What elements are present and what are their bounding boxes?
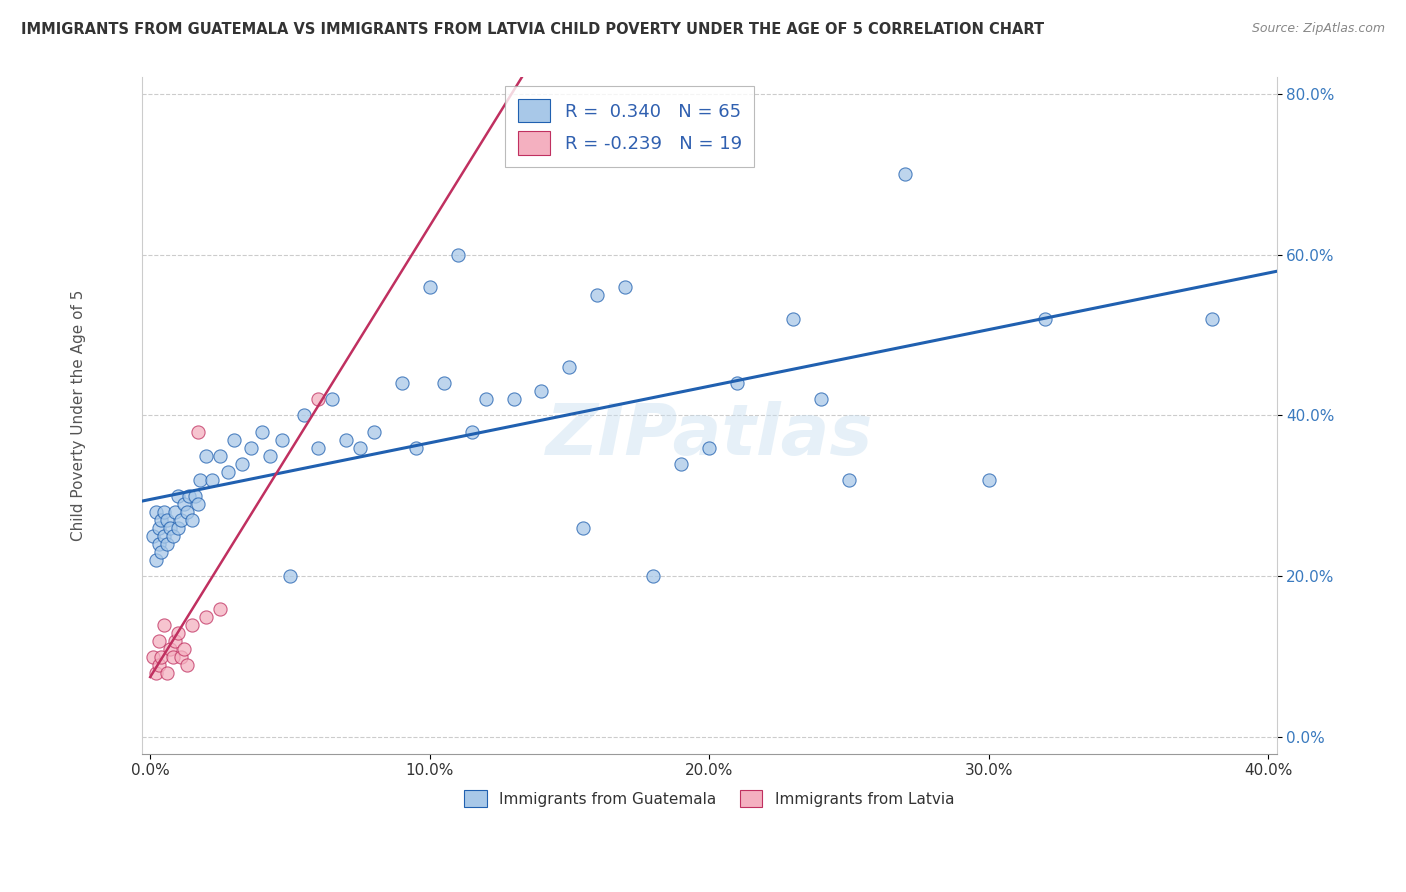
Point (153, 505, 176, 519)
Point (239, 441, 262, 455)
Point (217, 465, 239, 479)
Point (391, 376, 413, 391)
Point (165, 633, 187, 648)
Point (170, 649, 193, 664)
Point (697, 441, 720, 455)
Point (148, 633, 170, 648)
Point (349, 441, 371, 455)
Point (201, 473, 224, 487)
Point (335, 433, 357, 447)
Point (148, 657, 170, 672)
Point (156, 513, 179, 527)
Point (156, 537, 179, 551)
Point (150, 649, 173, 664)
Point (150, 545, 173, 559)
Point (530, 384, 553, 399)
Point (209, 449, 232, 463)
Point (292, 409, 315, 423)
Point (307, 441, 329, 455)
Point (153, 617, 176, 632)
Point (643, 569, 665, 583)
Point (167, 489, 190, 503)
Point (405, 441, 427, 455)
Text: Source: ZipAtlas.com: Source: ZipAtlas.com (1251, 22, 1385, 36)
Point (307, 392, 329, 407)
Point (148, 521, 170, 535)
Point (446, 247, 468, 261)
Point (419, 279, 441, 293)
Point (159, 521, 181, 535)
Point (894, 167, 917, 181)
Point (278, 569, 301, 583)
Point (153, 529, 176, 543)
Point (190, 473, 212, 487)
Y-axis label: Child Poverty Under the Age of 5: Child Poverty Under the Age of 5 (72, 290, 86, 541)
Point (572, 521, 595, 535)
Point (222, 433, 245, 447)
Point (838, 473, 860, 487)
Point (176, 505, 198, 519)
Point (159, 641, 181, 656)
Point (1033, 312, 1056, 326)
Point (474, 392, 496, 407)
Point (142, 529, 165, 543)
Point (173, 497, 195, 511)
Point (176, 657, 198, 672)
Point (460, 425, 482, 439)
Point (363, 425, 385, 439)
Point (165, 505, 187, 519)
Point (148, 537, 170, 551)
Point (170, 513, 193, 527)
Point (209, 601, 232, 615)
Point (167, 625, 190, 640)
Text: ZIPatlas: ZIPatlas (546, 401, 873, 470)
Point (250, 425, 273, 439)
Point (145, 505, 167, 519)
Point (181, 617, 204, 632)
Point (162, 529, 184, 543)
Text: IMMIGRANTS FROM GUATEMALA VS IMMIGRANTS FROM LATVIA CHILD POVERTY UNDER THE AGE : IMMIGRANTS FROM GUATEMALA VS IMMIGRANTS … (21, 22, 1045, 37)
Legend: Immigrants from Guatemala, Immigrants from Latvia: Immigrants from Guatemala, Immigrants fr… (458, 783, 960, 814)
Point (321, 392, 343, 407)
Point (187, 497, 209, 511)
Point (433, 376, 456, 391)
Point (179, 489, 201, 503)
Point (502, 392, 524, 407)
Point (1201, 312, 1223, 326)
Point (558, 360, 581, 375)
Point (977, 473, 1000, 487)
Point (184, 489, 207, 503)
Point (156, 666, 179, 681)
Point (614, 279, 637, 293)
Point (187, 425, 209, 439)
Point (145, 666, 167, 681)
Point (145, 553, 167, 567)
Point (586, 287, 609, 301)
Point (142, 649, 165, 664)
Point (725, 376, 748, 391)
Point (195, 449, 218, 463)
Point (162, 649, 184, 664)
Point (150, 513, 173, 527)
Point (167, 521, 190, 535)
Point (810, 392, 832, 407)
Point (195, 609, 218, 624)
Point (231, 457, 253, 471)
Point (259, 449, 281, 463)
Point (173, 641, 195, 656)
Point (181, 513, 204, 527)
Point (782, 312, 804, 326)
Point (671, 457, 693, 471)
Point (270, 433, 292, 447)
